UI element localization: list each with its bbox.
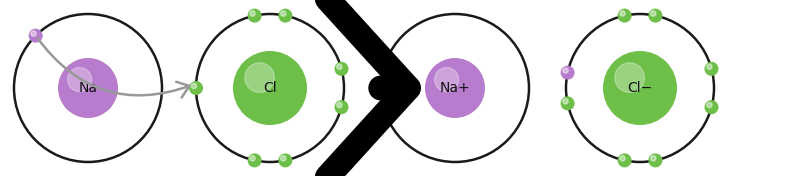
Circle shape [648, 153, 662, 167]
Circle shape [337, 64, 342, 69]
Circle shape [561, 66, 574, 80]
Circle shape [434, 68, 458, 92]
Circle shape [31, 31, 36, 36]
Circle shape [58, 58, 118, 118]
Circle shape [618, 9, 632, 23]
Circle shape [650, 11, 656, 16]
Circle shape [334, 62, 349, 76]
Circle shape [615, 63, 645, 92]
Text: Na+: Na+ [440, 81, 470, 95]
Text: Na: Na [78, 81, 98, 95]
Circle shape [191, 83, 197, 89]
Circle shape [705, 100, 718, 114]
Circle shape [620, 156, 625, 161]
Text: Cl−: Cl− [627, 81, 653, 95]
Circle shape [245, 63, 274, 92]
Circle shape [250, 156, 255, 161]
Circle shape [425, 58, 485, 118]
Circle shape [278, 9, 292, 23]
Circle shape [281, 156, 286, 161]
Circle shape [250, 11, 255, 16]
Circle shape [233, 51, 307, 125]
Circle shape [648, 9, 662, 23]
Text: Cl: Cl [263, 81, 277, 95]
Circle shape [705, 62, 718, 76]
Circle shape [278, 153, 292, 167]
FancyArrowPatch shape [38, 38, 190, 98]
Circle shape [29, 29, 42, 43]
Circle shape [563, 68, 568, 73]
Circle shape [334, 100, 349, 114]
Circle shape [618, 153, 632, 167]
Circle shape [603, 51, 677, 125]
Circle shape [337, 102, 342, 108]
Circle shape [650, 156, 656, 161]
Circle shape [563, 99, 568, 104]
Circle shape [561, 96, 574, 110]
Circle shape [706, 102, 712, 108]
Circle shape [248, 9, 262, 23]
Circle shape [189, 81, 203, 95]
Circle shape [620, 11, 625, 16]
Circle shape [67, 68, 91, 92]
Circle shape [706, 64, 712, 69]
Circle shape [281, 11, 286, 16]
Circle shape [248, 153, 262, 167]
